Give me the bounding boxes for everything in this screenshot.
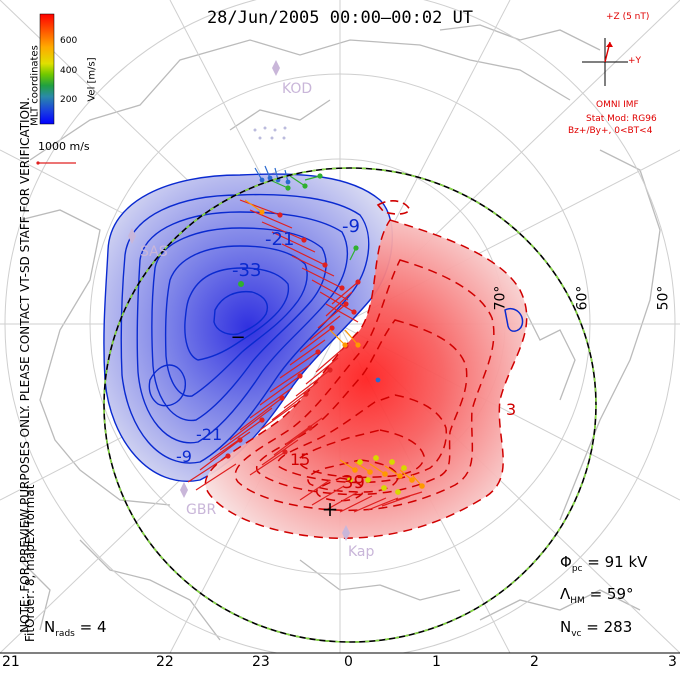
map-content: − + -9 -21 -33 -9 -21 39 15 3 KOD SAS GB… bbox=[0, 0, 680, 653]
reference-vector-label: 1000 m/s bbox=[38, 140, 90, 153]
velocity-vectors bbox=[187, 126, 425, 513]
latitude-label: 60° bbox=[574, 285, 591, 311]
positive-contours bbox=[204, 219, 528, 539]
mlt-label: 23 bbox=[252, 654, 270, 670]
contour-label: -9 bbox=[176, 447, 192, 466]
stations bbox=[128, 60, 350, 541]
contour-label: 3 bbox=[506, 400, 516, 419]
mlt-label: 0 bbox=[344, 654, 353, 670]
station-marker bbox=[180, 482, 188, 498]
latitude-label: 50° bbox=[655, 285, 672, 311]
station-label-kap: Kap bbox=[348, 544, 375, 560]
contour-label: -21 bbox=[265, 229, 294, 250]
station-label-gbr: GBR bbox=[186, 502, 216, 518]
coastlines bbox=[19, 24, 661, 641]
imf-y-label: +Y bbox=[628, 56, 642, 66]
station-label-kod: KOD bbox=[282, 81, 312, 97]
contour-label: -21 bbox=[196, 425, 222, 444]
plot-title: 28/Jun/2005 00:00–00:02 UT bbox=[206, 8, 474, 28]
negative-cell-fill bbox=[103, 174, 393, 482]
station-marker bbox=[128, 228, 136, 244]
station-labels: KOD SAS GBR Kap bbox=[140, 81, 375, 560]
colorbar-tick: 200 bbox=[60, 95, 78, 105]
station-marker bbox=[272, 60, 280, 76]
cross-polar-potential: Φpc = 91 kV bbox=[560, 553, 648, 574]
contour-label: -33 bbox=[232, 260, 261, 281]
positive-cell-fill bbox=[205, 220, 527, 539]
heppner-maynard-boundary bbox=[103, 167, 597, 643]
contour-label: 15 bbox=[290, 450, 310, 469]
mlt-label: 2 bbox=[530, 654, 539, 670]
imf-arrowhead bbox=[606, 42, 613, 47]
contour-labels: -9 -21 -33 -9 -21 39 15 3 bbox=[176, 216, 516, 493]
radar-count: Nrads = 4 bbox=[44, 618, 107, 639]
contour-label: -9 bbox=[342, 216, 360, 237]
colorbar-tick: 400 bbox=[60, 66, 78, 76]
mlt-label: 22 bbox=[156, 654, 174, 670]
mlt-label: 3 bbox=[668, 654, 677, 670]
colorbar-tick: 600 bbox=[60, 36, 78, 46]
velocity-colorbar bbox=[39, 13, 55, 125]
imf-source: OMNI IMF bbox=[596, 100, 639, 110]
negative-contours bbox=[103, 173, 393, 482]
mlt-label: 1 bbox=[432, 654, 441, 670]
station-label-sas: SAS bbox=[140, 244, 168, 260]
fit-info: FitOrder: 8, mapEX format bbox=[23, 484, 37, 642]
imf-z-label: +Z (5 nT) bbox=[606, 12, 650, 22]
imf-condition: Bz+/By+, 0<BT<4 bbox=[568, 126, 653, 136]
hm-boundary-latitude: ΛHM = 59° bbox=[560, 585, 634, 606]
latitude-label: 70° bbox=[492, 285, 509, 311]
contour-label: 39 bbox=[342, 472, 365, 493]
coordinate-system: MLT coordinates bbox=[29, 45, 41, 126]
stat-model: Stat Mod: RG96 bbox=[586, 114, 657, 124]
vector-count: Nvc = 283 bbox=[560, 618, 633, 639]
potential-min-marker: − bbox=[230, 327, 245, 348]
colorbar-label: Vel [m/s] bbox=[86, 57, 98, 102]
mlt-label: 21 bbox=[2, 654, 20, 670]
station-marker bbox=[342, 525, 350, 541]
potential-max-marker: + bbox=[322, 497, 339, 521]
imf-clock bbox=[582, 38, 628, 86]
